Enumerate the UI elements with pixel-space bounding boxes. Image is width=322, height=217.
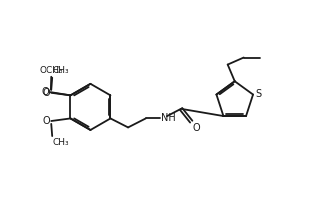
Text: O: O: [42, 87, 49, 97]
Text: CH₃: CH₃: [53, 138, 70, 147]
Text: CH₃: CH₃: [53, 66, 70, 76]
Text: O: O: [42, 88, 50, 98]
Text: O: O: [193, 123, 200, 133]
Text: O: O: [42, 116, 50, 126]
Text: NH: NH: [161, 113, 176, 123]
Text: OCH₃: OCH₃: [39, 66, 63, 76]
Text: S: S: [255, 89, 261, 99]
